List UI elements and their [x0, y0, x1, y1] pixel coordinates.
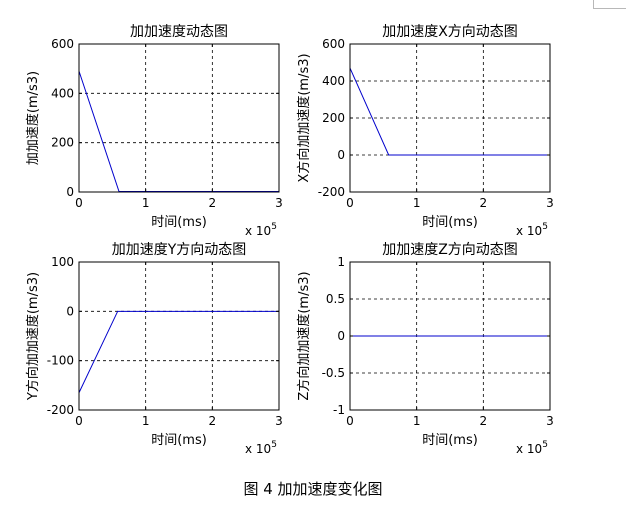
plot-area [79, 44, 279, 192]
y-tick-label: -200 [47, 403, 74, 417]
x-tick-label: 0 [346, 196, 354, 210]
figure-caption: 图 4 加加速度变化图 [243, 480, 383, 498]
x-axis-multiplier: x 105 [245, 440, 277, 456]
x-tick-label: 0 [75, 196, 83, 210]
y-tick-label: 200 [322, 111, 345, 125]
y-tick-label: 400 [51, 86, 74, 100]
y-tick-label: 100 [51, 255, 74, 269]
x-tick-label: 1 [413, 414, 421, 428]
y-tick-label: 1 [337, 255, 345, 269]
y-tick-label: 0 [66, 185, 74, 199]
x-axis-label: 时间(ms) [151, 215, 207, 230]
x-tick-label: 3 [546, 414, 554, 428]
y-tick-label: 600 [322, 37, 345, 51]
y-tick-label: -1 [333, 403, 345, 417]
y-axis-label: X方向加加速度(m/s3) [296, 53, 312, 182]
chart-title: 加加速度动态图 [130, 24, 228, 40]
chart-title: 加加速度X方向动态图 [382, 24, 518, 40]
series-line-1 [78, 310, 279, 393]
plot-area [79, 262, 279, 410]
x-tick-label: 2 [480, 196, 488, 210]
chart-title: 加加速度Y方向动态图 [112, 242, 247, 258]
x-tick-label: 1 [142, 414, 150, 428]
y-axis-label: 加加速度(m/s3) [25, 71, 41, 165]
x-tick-label: 1 [413, 196, 421, 210]
y-tick-label: 0 [66, 304, 74, 318]
y-axis-label: Y方向加加速度(m/s3) [25, 272, 41, 401]
y-tick-label: 600 [51, 37, 74, 51]
x-axis-multiplier: x 105 [245, 222, 277, 238]
x-tick-label: 1 [142, 196, 150, 210]
x-tick-label: 2 [209, 196, 217, 210]
chart-title: 加加速度Z方向动态图 [382, 242, 518, 258]
y-tick-label: 0.5 [326, 292, 345, 306]
x-tick-label: 2 [209, 414, 217, 428]
y-tick-label: -0.5 [322, 366, 345, 380]
x-tick-label: 3 [546, 196, 554, 210]
y-tick-label: 200 [51, 136, 74, 150]
window-corner [593, 0, 626, 9]
x-tick-label: 3 [275, 196, 283, 210]
plot-frame [78, 43, 280, 193]
x-tick-label: 0 [346, 414, 354, 428]
plot-frame [78, 261, 280, 411]
x-axis-label: 时间(ms) [422, 215, 478, 230]
x-axis-multiplier: x 105 [516, 440, 548, 456]
plot-area [350, 44, 550, 192]
x-tick-label: 2 [480, 414, 488, 428]
y-tick-label: 0 [337, 148, 345, 162]
y-axis-label: Z方向加加速度(m/s3) [296, 271, 312, 400]
y-tick-label: 400 [322, 74, 345, 88]
y-tick-label: -200 [318, 185, 345, 199]
x-axis-multiplier: x 105 [516, 222, 548, 238]
y-tick-label: 0 [337, 329, 345, 343]
x-axis-label: 时间(ms) [422, 433, 478, 448]
x-tick-label: 3 [275, 414, 283, 428]
x-axis-label: 时间(ms) [151, 433, 207, 448]
y-tick-label: -100 [47, 354, 74, 368]
series-line-1 [349, 67, 550, 156]
x-tick-label: 0 [75, 414, 83, 428]
